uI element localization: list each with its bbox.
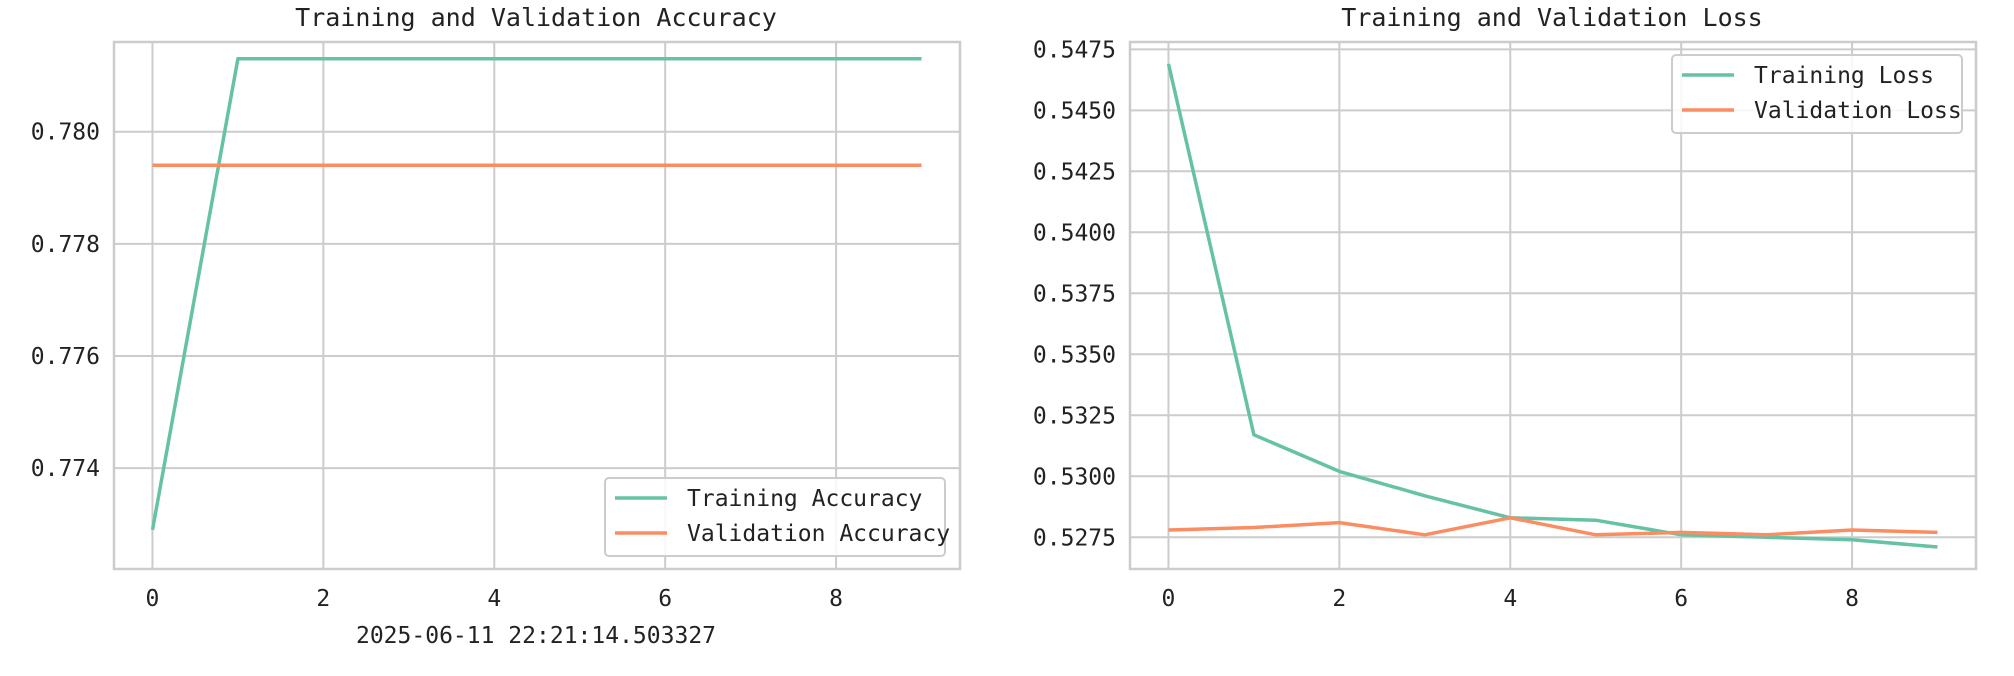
chart-title: Training and Validation Accuracy bbox=[295, 3, 777, 32]
x-tick-label: 0 bbox=[146, 586, 160, 612]
x-tick-label: 0 bbox=[1162, 586, 1176, 612]
y-tick-label: 0.5400 bbox=[1033, 220, 1116, 246]
legend-label: Training Loss bbox=[1754, 63, 1934, 89]
y-tick-label: 0.776 bbox=[31, 344, 100, 370]
x-tick-label: 6 bbox=[1674, 586, 1688, 612]
x-tick-label: 8 bbox=[829, 586, 843, 612]
timestamp-caption: 2025-06-11 22:21:14.503327 bbox=[356, 623, 716, 649]
accuracy-chart: Training and Validation Accuracy 0 2 4 6 8 0.7… bbox=[31, 3, 962, 612]
training-loss-line bbox=[1166, 63, 1938, 549]
loss-chart: Training and Validation Loss 0 2 4 6 8 0.5275 0… bbox=[1033, 3, 1978, 612]
validation-loss-line bbox=[1168, 516, 1938, 537]
y-tick-label: 0.5325 bbox=[1033, 403, 1116, 429]
x-tick-label: 4 bbox=[487, 586, 501, 612]
legend: Training Loss Validation Loss bbox=[1671, 54, 1963, 134]
legend-label: Training Accuracy bbox=[687, 486, 922, 512]
legend-box bbox=[1671, 54, 1963, 134]
plot-frame bbox=[1128, 40, 1978, 571]
y-tick-label: 0.5275 bbox=[1033, 525, 1116, 551]
plot-frame bbox=[112, 40, 962, 571]
legend-label: Validation Loss bbox=[1754, 98, 1962, 124]
x-tick-label: 2 bbox=[316, 586, 330, 612]
x-tick-label: 2 bbox=[1332, 586, 1346, 612]
y-tick-label: 0.774 bbox=[31, 456, 100, 482]
y-tick-label: 0.5425 bbox=[1033, 159, 1116, 185]
x-tick-label: 8 bbox=[1845, 586, 1859, 612]
y-tick-label: 0.778 bbox=[31, 232, 100, 258]
y-tick-label: 0.5450 bbox=[1033, 98, 1116, 124]
y-tick-label: 0.5375 bbox=[1033, 281, 1116, 307]
y-tick-label: 0.5475 bbox=[1033, 37, 1116, 63]
legend-box bbox=[604, 477, 946, 557]
y-tick-label: 0.5300 bbox=[1033, 464, 1116, 490]
y-tick-label: 0.5350 bbox=[1033, 342, 1116, 368]
x-tick-label: 4 bbox=[1503, 586, 1517, 612]
training-accuracy-line bbox=[150, 57, 922, 531]
y-tick-label: 0.780 bbox=[31, 120, 100, 146]
x-tick-label: 6 bbox=[658, 586, 672, 612]
legend-label: Validation Accuracy bbox=[687, 521, 950, 547]
legend: Training Accuracy Validation Accuracy bbox=[604, 477, 950, 557]
chart-title: Training and Validation Loss bbox=[1341, 3, 1762, 32]
